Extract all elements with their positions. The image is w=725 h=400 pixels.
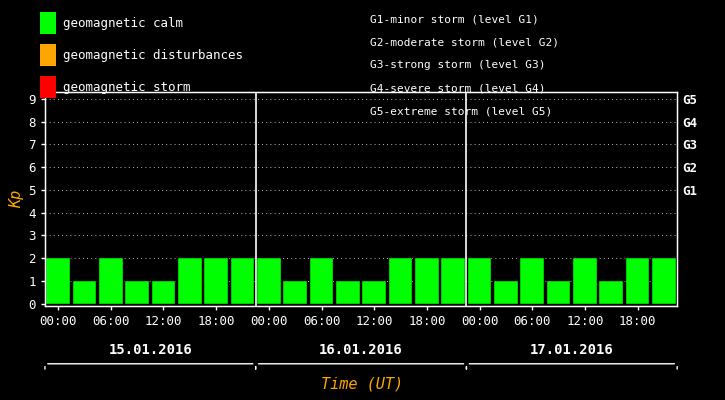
Bar: [468, 258, 492, 304]
Bar: [652, 258, 676, 304]
Bar: [626, 258, 650, 304]
Bar: [389, 258, 413, 304]
Bar: [310, 258, 334, 304]
Text: G5-extreme storm (level G5): G5-extreme storm (level G5): [370, 107, 552, 117]
Text: G1-minor storm (level G1): G1-minor storm (level G1): [370, 14, 539, 24]
Bar: [573, 258, 597, 304]
Bar: [283, 281, 307, 304]
Bar: [204, 258, 228, 304]
Bar: [600, 281, 624, 304]
Text: Time (UT): Time (UT): [321, 376, 404, 391]
Bar: [231, 258, 254, 304]
Text: G4-severe storm (level G4): G4-severe storm (level G4): [370, 84, 545, 94]
Bar: [336, 281, 360, 304]
Bar: [442, 258, 465, 304]
Bar: [415, 258, 439, 304]
Text: geomagnetic calm: geomagnetic calm: [63, 16, 183, 30]
Text: G2-moderate storm (level G2): G2-moderate storm (level G2): [370, 37, 559, 47]
Bar: [178, 258, 202, 304]
Bar: [99, 258, 123, 304]
Text: 16.01.2016: 16.01.2016: [319, 344, 403, 358]
Text: 15.01.2016: 15.01.2016: [109, 344, 192, 358]
Y-axis label: Kp: Kp: [9, 190, 24, 208]
Bar: [152, 281, 175, 304]
Bar: [521, 258, 544, 304]
Bar: [46, 258, 70, 304]
Bar: [494, 281, 518, 304]
Bar: [125, 281, 149, 304]
Text: 17.01.2016: 17.01.2016: [530, 344, 613, 358]
Bar: [72, 281, 96, 304]
Bar: [547, 281, 571, 304]
Bar: [362, 281, 386, 304]
Text: geomagnetic storm: geomagnetic storm: [63, 80, 191, 94]
Bar: [257, 258, 281, 304]
Text: geomagnetic disturbances: geomagnetic disturbances: [63, 48, 243, 62]
Text: G3-strong storm (level G3): G3-strong storm (level G3): [370, 60, 545, 70]
